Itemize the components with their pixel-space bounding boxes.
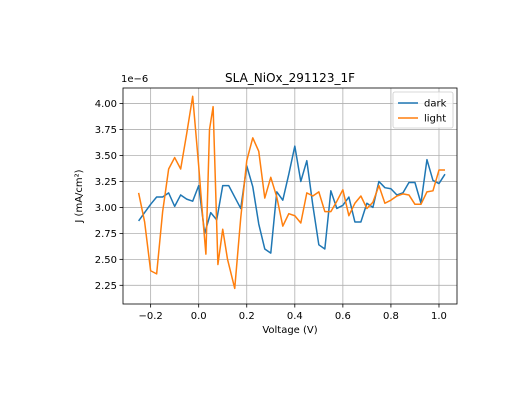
y-axis-offset-label: 1e−6 — [121, 74, 148, 85]
series-line-light — [137, 95, 445, 290]
x-tick-label: −0.2 — [138, 311, 162, 322]
y-tick-label: 3.25 — [95, 177, 117, 188]
x-tick-label: 0.2 — [239, 311, 255, 322]
y-tick-label: 2.75 — [95, 229, 117, 240]
x-axis-ticks: −0.2 0.0 0.2 0.4 0.6 0.8 1.0 — [138, 304, 447, 322]
y-axis-label: J (mA/cm²) — [74, 169, 85, 223]
x-tick-label: 0.6 — [335, 311, 351, 322]
grid — [123, 88, 457, 304]
x-axis-label: Voltage (V) — [262, 325, 317, 336]
x-tick-label: 0.8 — [383, 311, 399, 322]
series-layer — [137, 95, 446, 290]
y-tick-label: 3.75 — [95, 125, 117, 136]
y-tick-label: 3.50 — [95, 151, 117, 162]
chart-title: SLA_NiOx_291123_1F — [225, 71, 355, 85]
y-tick-label: 4.00 — [95, 99, 117, 110]
x-tick-label: 0.0 — [191, 311, 207, 322]
x-tick-label: 0.4 — [287, 311, 303, 322]
y-tick-label: 3.00 — [95, 203, 117, 214]
legend-label-dark: dark — [424, 99, 447, 110]
legend-label-light: light — [424, 114, 446, 125]
y-axis-ticks: 2.25 2.50 2.75 3.00 3.25 3.50 3.75 4.00 — [95, 99, 123, 292]
y-tick-label: 2.25 — [95, 281, 117, 292]
plot-area-frame — [122, 87, 458, 305]
y-tick-label: 2.50 — [95, 255, 117, 266]
legend: dark light — [392, 91, 454, 129]
legend-box — [392, 91, 454, 129]
x-tick-label: 1.0 — [431, 311, 447, 322]
series-line-dark — [138, 145, 446, 254]
